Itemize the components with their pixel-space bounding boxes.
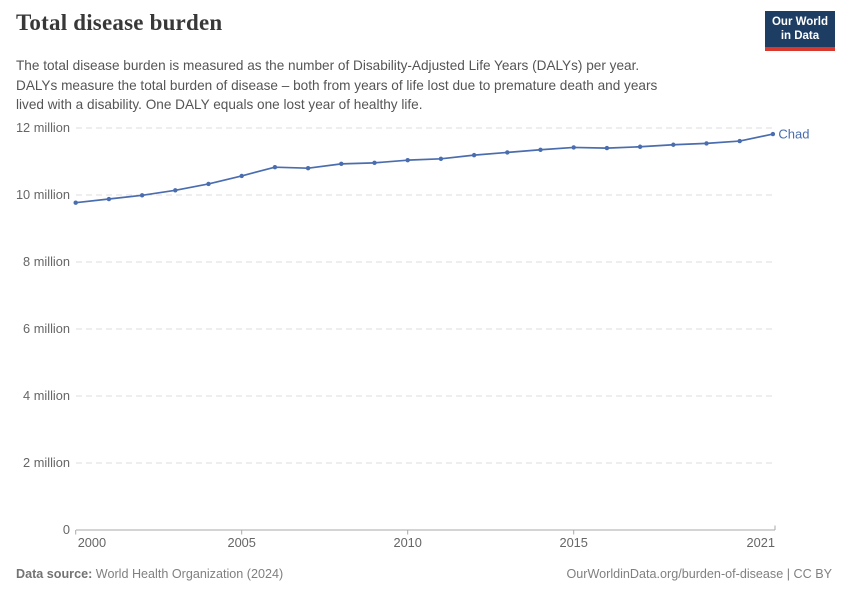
subtitle-line: The total disease burden is measured as … bbox=[16, 58, 640, 73]
y-tick-label: 8 million bbox=[23, 254, 70, 269]
x-tick-label: 2015 bbox=[559, 535, 588, 550]
y-tick-label: 4 million bbox=[23, 388, 70, 403]
data-source-note: Data source: World Health Organization (… bbox=[16, 567, 283, 581]
y-tick-label: 12 million bbox=[15, 120, 70, 135]
series-line bbox=[74, 133, 774, 204]
owid-logo: Our World in Data bbox=[764, 11, 835, 51]
data-point[interactable] bbox=[471, 152, 477, 158]
data-source-label: Data source: bbox=[16, 567, 93, 581]
y-tick-label: 10 million bbox=[15, 187, 70, 202]
x-tick-label: 2000 bbox=[77, 535, 107, 550]
data-point[interactable] bbox=[139, 193, 145, 198]
data-point[interactable] bbox=[106, 196, 112, 202]
data-point[interactable] bbox=[505, 150, 510, 155]
data-point[interactable] bbox=[604, 145, 610, 151]
y-tick-label: 6 million bbox=[23, 321, 70, 336]
y-tick-label: 2 million bbox=[23, 455, 70, 470]
x-tick-label: 2021 bbox=[746, 535, 775, 550]
data-source-value: World Health Organization (2024) bbox=[92, 567, 284, 581]
data-point[interactable] bbox=[239, 173, 244, 179]
data-point[interactable] bbox=[206, 181, 211, 187]
page-title: Total disease burden bbox=[16, 10, 223, 35]
data-point[interactable] bbox=[704, 141, 709, 146]
data-point[interactable] bbox=[372, 160, 377, 166]
data-point[interactable] bbox=[637, 144, 643, 149]
data-point[interactable] bbox=[272, 164, 278, 170]
data-point[interactable] bbox=[305, 166, 311, 171]
x-tick-label: 2010 bbox=[393, 535, 422, 550]
y-tick-label: 0 bbox=[62, 522, 70, 537]
data-point[interactable] bbox=[737, 138, 742, 144]
data-point[interactable] bbox=[438, 156, 444, 162]
series-end-label[interactable]: Chad bbox=[778, 127, 809, 142]
data-point[interactable] bbox=[671, 142, 676, 147]
subtitle-line: lived with a disability. One DALY equals… bbox=[16, 97, 423, 112]
logo-line-2: in Data bbox=[780, 29, 820, 42]
data-point[interactable] bbox=[339, 161, 344, 167]
data-point[interactable] bbox=[571, 145, 576, 150]
data-point[interactable] bbox=[770, 131, 776, 137]
credit-link[interactable]: OurWorldinData.org/burden-of-disease | C… bbox=[566, 567, 832, 581]
x-tick-label: 2005 bbox=[227, 535, 256, 550]
subtitle-line: DALYs measure the total burden of diseas… bbox=[16, 77, 658, 93]
chart-subtitle: The total disease burden is measured as … bbox=[16, 56, 657, 115]
data-point[interactable] bbox=[538, 147, 543, 152]
data-point[interactable] bbox=[73, 200, 78, 205]
data-point[interactable] bbox=[173, 188, 178, 193]
data-point[interactable] bbox=[405, 157, 410, 163]
logo-line-1: Our World bbox=[771, 16, 828, 28]
